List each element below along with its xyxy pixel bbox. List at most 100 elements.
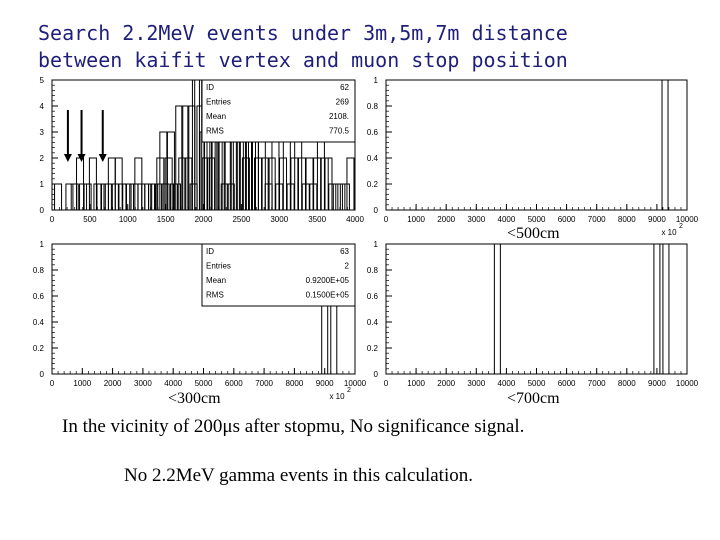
histogram-bar-top-left (126, 183, 135, 211)
x-tick-label-top-left: 500 (83, 215, 97, 224)
y-tick-label-top-left: 3 (40, 128, 45, 137)
histogram-bar-top-left (194, 79, 203, 211)
x-tick-label-bottom-right: 1000 (407, 379, 425, 388)
x-tick-label-top-left: 0 (50, 215, 55, 224)
stats-label-top-left: RMS (206, 127, 224, 136)
histogram-bar-top-left (83, 183, 92, 211)
stats-value-top-left: 62 (340, 83, 349, 92)
x-tick-label-bottom-left: 0 (50, 379, 55, 388)
x-tick-label-top-left: 4000 (346, 215, 364, 224)
y-tick-label-top-left: 5 (40, 76, 45, 85)
y-tick-label-top-right: 0 (374, 206, 379, 215)
y-tick-label-bottom-right: 1 (374, 240, 379, 249)
y-tick-label-top-left: 0 (40, 206, 45, 215)
x-tick-label-top-left: 3500 (308, 215, 326, 224)
stats-label-bottom-left: Mean (206, 276, 226, 285)
x-tick-label-top-left: 3000 (270, 215, 288, 224)
stats-value-bottom-left: 0.1500E+05 (306, 291, 350, 300)
histogram-bar-top-left (346, 157, 355, 211)
x-multiplier-exp-bottom-left: 2 (347, 387, 351, 394)
y-tick-label-bottom-right: 0.6 (367, 292, 379, 301)
histogram-bar-top-left (70, 183, 79, 211)
histogram-bar-top-left (332, 183, 341, 211)
x-tick-label-top-right: 9000 (648, 215, 666, 224)
histogram-bar-top-left (189, 183, 198, 211)
y-tick-label-bottom-left: 0.2 (33, 344, 45, 353)
footer-line-1: In the vicinity of 200μs after stopmu, N… (62, 416, 525, 437)
y-tick-label-top-right: 1 (374, 76, 379, 85)
y-tick-label-bottom-left: 0.8 (33, 266, 45, 275)
histogram-bar-top-left (96, 183, 105, 211)
x-tick-label-top-right: 2000 (437, 215, 455, 224)
y-tick-label-top-right: 0.8 (367, 102, 379, 111)
histogram-bar-bottom-right (493, 243, 501, 375)
y-tick-label-bottom-left: 0 (40, 370, 45, 379)
slide-title: Search 2.2MeV events under 3m,5m,7m dist… (38, 20, 698, 74)
histogram-bar-bottom-right (662, 243, 670, 375)
x-tick-label-top-right: 6000 (558, 215, 576, 224)
x-tick-label-bottom-left: 6000 (225, 379, 243, 388)
x-tick-label-top-left: 2000 (195, 215, 213, 224)
histogram-bar-top-left (201, 157, 210, 211)
stats-label-top-left: Mean (206, 112, 226, 121)
x-tick-label-bottom-right: 2000 (437, 379, 455, 388)
x-tick-label-top-right: 3000 (467, 215, 485, 224)
x-tick-label-top-left: 1500 (157, 215, 175, 224)
x-multiplier-top-right: x 10 (661, 228, 677, 237)
x-tick-label-bottom-right: 10000 (676, 379, 699, 388)
x-tick-label-top-left: 1000 (119, 215, 137, 224)
stats-label-bottom-left: RMS (206, 291, 224, 300)
x-tick-label-bottom-left: 4000 (164, 379, 182, 388)
y-tick-label-bottom-right: 0.4 (367, 318, 379, 327)
y-tick-label-bottom-left: 0.6 (33, 292, 45, 301)
x-tick-label-bottom-left: 9000 (316, 379, 334, 388)
x-tick-label-bottom-left: 10000 (344, 379, 367, 388)
stats-label-top-left: Entries (206, 98, 231, 107)
y-tick-label-bottom-right: 0.2 (367, 344, 379, 353)
title-line-1: Search 2.2MeV events under 3m,5m,7m dist… (38, 21, 568, 45)
x-tick-label-top-right: 1000 (407, 215, 425, 224)
x-tick-label-top-right: 7000 (588, 215, 606, 224)
arrow-head (63, 154, 72, 162)
x-tick-label-top-left: 2500 (232, 215, 250, 224)
x-tick-label-bottom-left: 7000 (255, 379, 273, 388)
arrow-head (98, 154, 107, 162)
x-multiplier-bottom-left: x 10 (329, 392, 345, 401)
y-tick-label-bottom-left: 1 (40, 240, 45, 249)
plot-frame-bottom-right (385, 243, 688, 375)
x-tick-label-bottom-right: 3000 (467, 379, 485, 388)
y-tick-label-top-right: 0.2 (367, 180, 379, 189)
y-tick-label-top-right: 0.4 (367, 154, 379, 163)
stats-value-top-left: 770.5 (329, 127, 350, 136)
panel-label-700cm: <700cm (507, 390, 560, 407)
stats-box-top-left (201, 79, 356, 143)
x-tick-label-bottom-left: 8000 (286, 379, 304, 388)
histogram-bar-top-left (54, 183, 63, 211)
stats-value-bottom-left: 0.9200E+05 (306, 276, 350, 285)
histogram-bar-top-left (191, 79, 200, 211)
x-tick-label-bottom-right: 5000 (528, 379, 546, 388)
x-tick-label-bottom-left: 1000 (73, 379, 91, 388)
y-tick-label-bottom-right: 0 (374, 370, 379, 379)
x-tick-label-bottom-right: 9000 (648, 379, 666, 388)
stats-label-top-left: ID (206, 83, 214, 92)
y-tick-label-top-left: 1 (40, 180, 45, 189)
x-tick-label-bottom-right: 4000 (498, 379, 516, 388)
histogram-bar-top-left (79, 183, 88, 211)
plot-frame-top-right (385, 79, 688, 211)
x-tick-label-bottom-left: 5000 (195, 379, 213, 388)
x-tick-label-bottom-right: 7000 (588, 379, 606, 388)
y-tick-label-top-left: 2 (40, 154, 45, 163)
footer-line-2: No 2.2MeV gamma events in this calculati… (124, 465, 473, 486)
panel-label-500cm: <500cm (507, 225, 560, 242)
histogram-bar-top-left (328, 183, 337, 211)
title-line-2: between kaifit vertex and muon stop posi… (38, 48, 568, 72)
x-tick-label-top-right: 0 (384, 215, 389, 224)
histogram-bar-bottom-right (653, 243, 661, 375)
stats-value-top-left: 269 (336, 98, 350, 107)
x-tick-label-top-right: 10000 (676, 215, 699, 224)
x-tick-label-bottom-right: 6000 (558, 379, 576, 388)
x-tick-label-top-right: 5000 (528, 215, 546, 224)
stats-value-bottom-left: 2 (345, 262, 350, 271)
